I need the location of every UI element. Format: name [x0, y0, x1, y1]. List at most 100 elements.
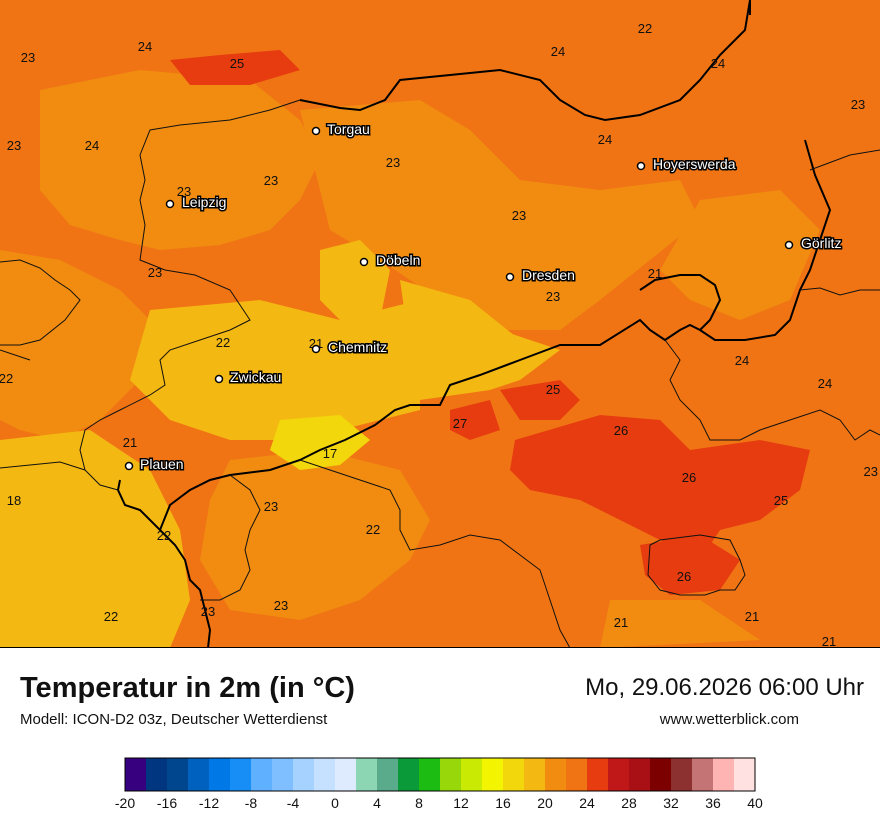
temp-label: 27 — [453, 416, 467, 431]
city-zwickau[interactable]: Zwickau — [214, 368, 283, 387]
legend-tick-label: -20 — [115, 795, 135, 811]
temp-label: 23 — [851, 97, 865, 112]
city-dot — [311, 126, 321, 136]
city-label: Döbeln — [376, 252, 420, 268]
legend-swatch — [461, 758, 483, 791]
legend-swatch — [440, 758, 462, 791]
temp-label: 24 — [711, 56, 725, 71]
temp-label: 26 — [677, 569, 691, 584]
legend-swatch — [251, 758, 273, 791]
temp-label: 23 — [546, 289, 560, 304]
legend-bar: -20 -16 -12 -8 -4 0 4 8 12 16 20 24 28 32 36 40 — [115, 757, 763, 811]
legend-swatch — [629, 758, 651, 791]
legend-swatch — [398, 758, 420, 791]
legend-swatch — [419, 758, 441, 791]
legend-swatch — [293, 758, 315, 791]
city-label: Dresden — [522, 267, 575, 283]
legend-swatch — [524, 758, 546, 791]
city-hoyerswerda[interactable]: Hoyerswerda — [636, 155, 737, 174]
city-dot — [636, 161, 646, 171]
temp-label: 23 — [148, 265, 162, 280]
temp-label: 21 — [745, 609, 759, 624]
temp-label: 22 — [104, 609, 118, 624]
city-doebeln[interactable]: Döbeln — [359, 251, 422, 270]
legend-swatch — [734, 758, 756, 791]
legend-tick-label: 40 — [747, 795, 763, 811]
map-title: Temperatur in 2m (in °C) — [20, 672, 355, 704]
legend-tick-label: 8 — [415, 795, 423, 811]
legend-swatch — [377, 758, 399, 791]
legend-swatch — [650, 758, 672, 791]
temp-label: 22 — [366, 522, 380, 537]
city-dot — [311, 344, 321, 354]
temp-label: 23 — [864, 464, 878, 479]
legend-swatch — [545, 758, 567, 791]
city-markers: Torgau Hoyerswerda Leipzig Döbeln Dresde… — [124, 120, 843, 474]
temp-label: 23 — [264, 499, 278, 514]
legend-tick-label: 28 — [621, 795, 637, 811]
city-label: Plauen — [140, 456, 184, 472]
city-dot — [214, 374, 224, 384]
city-dresden[interactable]: Dresden — [505, 266, 576, 285]
legend-tick-label: -16 — [157, 795, 177, 811]
city-plauen[interactable]: Plauen — [124, 455, 185, 474]
temp-label: 25 — [774, 493, 788, 508]
temp-label: 24 — [138, 39, 152, 54]
city-leipzig[interactable]: Leipzig — [165, 193, 228, 212]
city-dot — [359, 257, 369, 267]
city-goerlitz[interactable]: Görlitz — [784, 234, 843, 253]
legend-swatch — [608, 758, 630, 791]
legend-tick-label: 0 — [331, 795, 339, 811]
temp-label: 21 — [123, 435, 137, 450]
legend-swatch — [482, 758, 504, 791]
temp-label: 25 — [230, 56, 244, 71]
legend-swatch — [335, 758, 357, 791]
legend-tick-label: 24 — [579, 795, 595, 811]
temp-label: 18 — [7, 493, 21, 508]
color-legend: -20 -16 -12 -8 -4 0 4 8 12 16 20 24 28 32 36 40 — [0, 756, 880, 830]
legend-swatch — [125, 758, 147, 791]
city-label: Leipzig — [182, 194, 226, 210]
country-borders — [116, 0, 832, 648]
legend-swatch — [230, 758, 252, 791]
legend-tick-label: 36 — [705, 795, 721, 811]
legend-swatch — [209, 758, 231, 791]
city-chemnitz[interactable]: Chemnitz — [311, 338, 389, 357]
city-torgau[interactable]: Torgau — [311, 120, 371, 139]
city-label: Zwickau — [230, 369, 281, 385]
legend-swatch — [146, 758, 168, 791]
temp-label: 21 — [648, 266, 662, 281]
legend-swatch — [671, 758, 693, 791]
temp-label: 24 — [85, 138, 99, 153]
temp-label: 22 — [216, 335, 230, 350]
temp-label: 23 — [21, 50, 35, 65]
legend-tick-label: 4 — [373, 795, 381, 811]
forecast-datetime: Mo, 29.06.2026 06:00 Uhr — [585, 674, 864, 701]
legend-tick-label: 20 — [537, 795, 553, 811]
temp-label: 22 — [638, 21, 652, 36]
temp-label: 22 — [0, 371, 13, 386]
temp-label: 23 — [512, 208, 526, 223]
temp-label: 26 — [682, 470, 696, 485]
city-dot — [505, 272, 515, 282]
map-footer: Temperatur in 2m (in °C) Modell: ICON-D2… — [0, 648, 880, 830]
legend-swatch — [167, 758, 189, 791]
legend-swatch — [272, 758, 294, 791]
temp-label: 24 — [598, 132, 612, 147]
legend-frame — [124, 757, 756, 792]
city-dot — [165, 199, 175, 209]
temperature-map: 24 25 23 24 22 24 23 23 24 24 23 23 23 2… — [0, 0, 880, 648]
legend-swatch — [692, 758, 714, 791]
legend-tick-label: 16 — [495, 795, 511, 811]
legend-tick-label: -8 — [245, 795, 258, 811]
temp-label: 22 — [157, 528, 171, 543]
temp-label: 17 — [323, 446, 337, 461]
city-label: Chemnitz — [328, 339, 387, 355]
temp-label: 24 — [551, 44, 565, 59]
legend-swatch — [587, 758, 609, 791]
website-link[interactable]: www.wetterblick.com — [659, 711, 799, 728]
state-borders — [0, 99, 880, 648]
legend-swatch — [314, 758, 336, 791]
temp-label: 23 — [7, 138, 21, 153]
city-label: Hoyerswerda — [653, 156, 736, 172]
